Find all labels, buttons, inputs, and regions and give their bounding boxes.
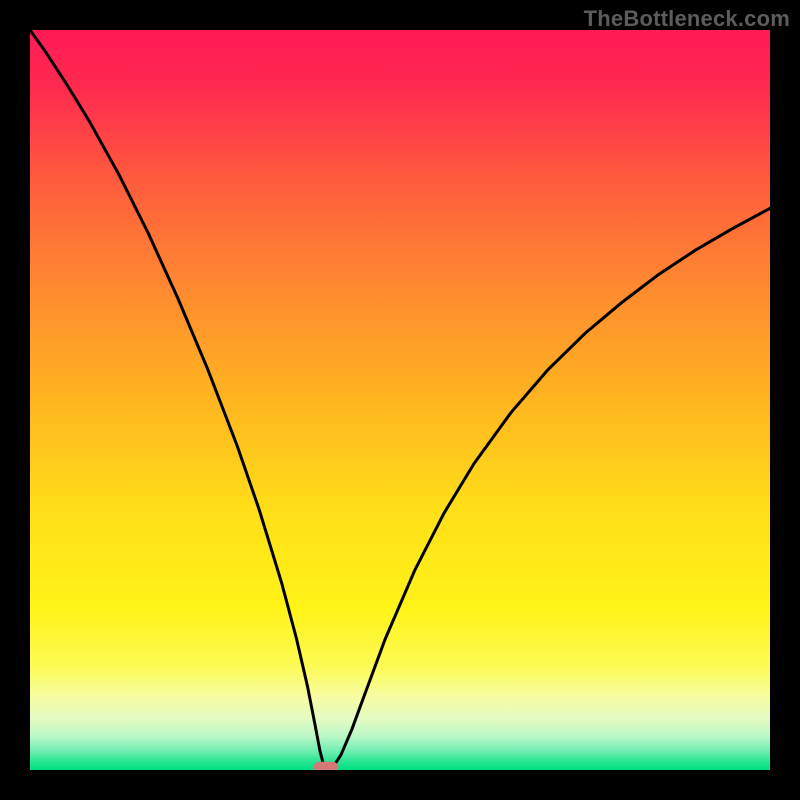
minimum-marker bbox=[314, 762, 338, 770]
chart-frame: TheBottleneck.com bbox=[0, 0, 800, 800]
watermark-text: TheBottleneck.com bbox=[584, 6, 790, 32]
plot-area bbox=[30, 30, 770, 770]
chart-svg bbox=[30, 30, 770, 770]
gradient-background bbox=[30, 30, 770, 770]
